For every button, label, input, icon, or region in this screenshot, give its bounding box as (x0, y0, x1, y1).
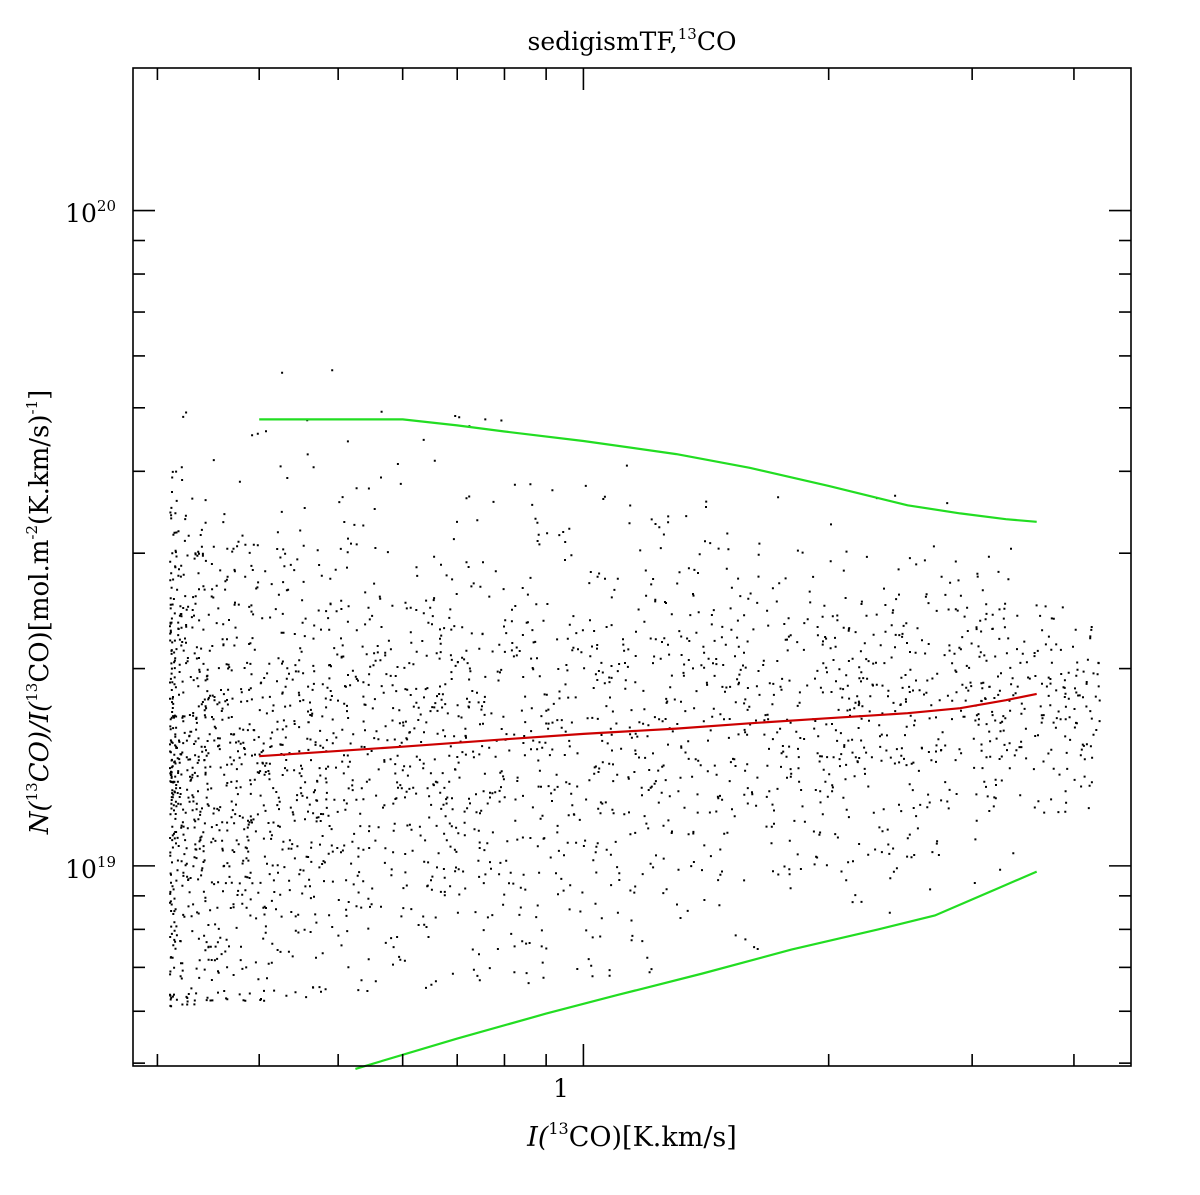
y-tick-label-1e20-base: 10 (65, 199, 97, 228)
plot-frame (132, 67, 1132, 1067)
chart-title-main: sedigismTF, (528, 27, 678, 56)
chart-title: sedigismTF,13CO (528, 25, 737, 56)
axis-ticks (133, 68, 1131, 1066)
y-axis-label-b: CO)/I( (25, 701, 55, 782)
y-tick-label-1e19: 1019 (65, 853, 116, 884)
x-tick-label-1: 1 (553, 1074, 569, 1103)
series-line-median (259, 692, 1037, 758)
scatter-point-cloud (169, 369, 1101, 1008)
y-tick-label-1e20: 1020 (65, 197, 116, 228)
y-axis-label-sup2: 13 (23, 683, 41, 702)
y-axis-label-sup4: -1 (23, 400, 41, 415)
y-tick-label-1e20-exp: 20 (97, 197, 116, 215)
y-axis-label-e: ] (25, 390, 55, 400)
y-axis-label-d: (K.km/s) (25, 414, 55, 525)
y-tick-label-1e19-exp: 19 (97, 853, 116, 871)
chart-title-tail: CO (697, 27, 737, 56)
x-axis-label-a: I( (526, 1122, 550, 1153)
y-axis-label-c: CO)[mol.m (25, 540, 55, 683)
y-axis-label: N(13CO)/I(13CO)[mol.m-2(K.km/s)-1] (23, 390, 55, 836)
chart-title-sup: 13 (678, 25, 697, 43)
y-axis-label-a: N( (25, 801, 55, 836)
percentile-lines (259, 418, 1038, 1070)
x-axis-label-b: CO)[K.km/s] (569, 1122, 737, 1153)
x-axis-label: I(13CO)[K.km/s] (526, 1119, 737, 1153)
y-tick-label-1e19-base: 10 (65, 855, 97, 884)
y-axis-label-sup3: -2 (23, 525, 41, 540)
series-line-upper-percentile (259, 418, 1037, 523)
y-axis-label-sup1: 13 (23, 782, 41, 801)
scatter-points (169, 369, 1101, 1008)
series-line-lower-percentile (355, 870, 1038, 1070)
x-axis-label-sup: 13 (548, 1119, 568, 1138)
